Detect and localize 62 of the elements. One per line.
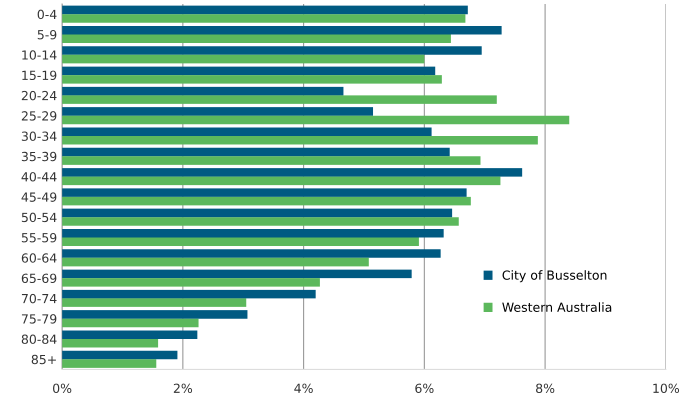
y-tick-label: 10-14 <box>22 50 57 60</box>
y-tick-label: 55-59 <box>22 232 56 242</box>
bar <box>62 127 432 136</box>
bar <box>62 14 466 23</box>
bar <box>62 318 199 328</box>
y-tick-label: 75-79 <box>22 314 56 324</box>
bar <box>62 86 344 96</box>
bar <box>62 188 467 197</box>
bar <box>62 176 500 186</box>
y-tick-label: 30-34 <box>22 131 57 141</box>
bar <box>62 270 412 278</box>
y-tick-label: 25-29 <box>22 111 56 121</box>
bar <box>62 350 178 360</box>
bar <box>62 54 424 64</box>
x-tick-label: 10% <box>653 384 680 394</box>
legend-label: Western Australia <box>502 302 612 312</box>
bar <box>62 258 369 266</box>
y-tick-label: 65-69 <box>22 274 56 284</box>
bar <box>62 6 468 14</box>
bar <box>62 310 248 319</box>
y-tick-label: 20-24 <box>22 90 57 100</box>
bar <box>62 249 441 258</box>
y-tick-label: 70-74 <box>22 294 57 304</box>
y-tick-label: 5-9 <box>38 30 56 40</box>
bar <box>62 136 538 145</box>
bar <box>62 34 451 44</box>
bar <box>62 298 246 307</box>
x-tick-label: 0% <box>53 384 72 394</box>
y-tick-label: 45-49 <box>22 192 56 202</box>
y-tick-label: 0-4 <box>38 10 57 20</box>
bar <box>62 359 156 368</box>
x-tick-label: 2% <box>174 384 192 394</box>
bar <box>62 238 419 246</box>
bar <box>62 66 436 76</box>
bar <box>62 196 471 206</box>
bar <box>62 290 316 298</box>
legend-label: City of Busselton <box>502 270 606 282</box>
bar <box>62 148 450 156</box>
y-tick-label: 60-64 <box>22 253 57 263</box>
bar <box>62 330 198 340</box>
bar <box>62 228 444 238</box>
y-tick-label: 15-19 <box>22 70 56 80</box>
bar <box>62 95 497 104</box>
bar <box>62 278 320 287</box>
y-tick-label: 85+ <box>32 354 56 364</box>
bar <box>62 116 570 124</box>
bar <box>62 208 452 218</box>
x-tick-label: 8% <box>536 384 554 394</box>
bar <box>62 156 480 165</box>
y-tick-label: 35-39 <box>22 152 56 162</box>
y-tick-label: 40-44 <box>22 172 57 182</box>
y-tick-label: 50-54 <box>22 212 57 222</box>
y-tick-label: 80-84 <box>22 334 57 344</box>
bar <box>62 168 522 177</box>
bar <box>62 26 502 35</box>
bar <box>62 339 158 348</box>
bar <box>62 107 374 116</box>
bar <box>62 46 482 55</box>
x-tick-label: 6% <box>415 384 434 394</box>
bar <box>62 75 442 84</box>
x-tick-label: 4% <box>294 384 313 394</box>
bar <box>62 217 459 226</box>
